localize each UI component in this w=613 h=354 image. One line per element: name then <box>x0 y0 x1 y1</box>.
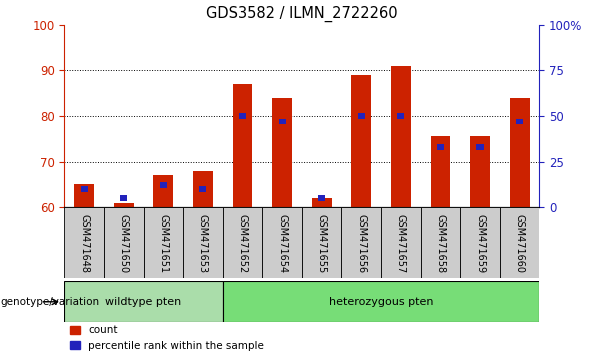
Bar <box>430 136 451 207</box>
Bar <box>278 119 286 124</box>
Text: GSM471657: GSM471657 <box>396 214 406 273</box>
Text: GSM471658: GSM471658 <box>435 214 446 273</box>
Bar <box>153 175 173 207</box>
Bar <box>120 195 128 201</box>
FancyBboxPatch shape <box>143 207 183 278</box>
Bar <box>114 202 134 207</box>
Bar <box>193 171 213 207</box>
Text: GSM471651: GSM471651 <box>158 214 169 273</box>
Bar <box>74 184 94 207</box>
FancyBboxPatch shape <box>500 207 539 278</box>
Legend: count, percentile rank within the sample: count, percentile rank within the sample <box>69 325 264 351</box>
FancyBboxPatch shape <box>64 207 104 278</box>
FancyBboxPatch shape <box>262 207 302 278</box>
Bar <box>239 113 246 119</box>
Text: GSM471659: GSM471659 <box>475 214 485 273</box>
Bar <box>510 98 530 207</box>
FancyBboxPatch shape <box>223 207 262 278</box>
Bar <box>351 75 371 207</box>
Bar <box>476 144 484 150</box>
FancyBboxPatch shape <box>421 207 460 278</box>
FancyBboxPatch shape <box>302 207 341 278</box>
FancyBboxPatch shape <box>183 207 223 278</box>
Title: GDS3582 / ILMN_2722260: GDS3582 / ILMN_2722260 <box>206 6 398 22</box>
Bar <box>397 113 405 119</box>
Text: GSM471650: GSM471650 <box>119 214 129 273</box>
Bar <box>160 182 167 188</box>
Text: genotype/variation: genotype/variation <box>1 297 100 307</box>
Text: wildtype pten: wildtype pten <box>105 297 181 307</box>
Bar <box>470 136 490 207</box>
FancyBboxPatch shape <box>460 207 500 278</box>
Bar <box>516 119 524 124</box>
FancyBboxPatch shape <box>341 207 381 278</box>
Bar <box>391 66 411 207</box>
Bar <box>312 198 332 207</box>
Text: GSM471655: GSM471655 <box>317 214 327 273</box>
FancyBboxPatch shape <box>223 281 539 322</box>
Text: GSM471653: GSM471653 <box>198 214 208 273</box>
FancyBboxPatch shape <box>104 207 143 278</box>
Bar <box>272 98 292 207</box>
Bar <box>318 195 326 201</box>
Text: GSM471656: GSM471656 <box>356 214 367 273</box>
Text: GSM471652: GSM471652 <box>237 214 248 273</box>
FancyBboxPatch shape <box>381 207 421 278</box>
Bar <box>437 144 444 150</box>
Bar <box>80 186 88 192</box>
Bar <box>358 113 365 119</box>
Text: heterozygous pten: heterozygous pten <box>329 297 433 307</box>
Bar <box>232 84 253 207</box>
Bar <box>199 186 207 192</box>
Text: GSM471648: GSM471648 <box>79 214 89 273</box>
Text: GSM471660: GSM471660 <box>515 214 525 273</box>
Text: GSM471654: GSM471654 <box>277 214 287 273</box>
FancyBboxPatch shape <box>64 281 223 322</box>
